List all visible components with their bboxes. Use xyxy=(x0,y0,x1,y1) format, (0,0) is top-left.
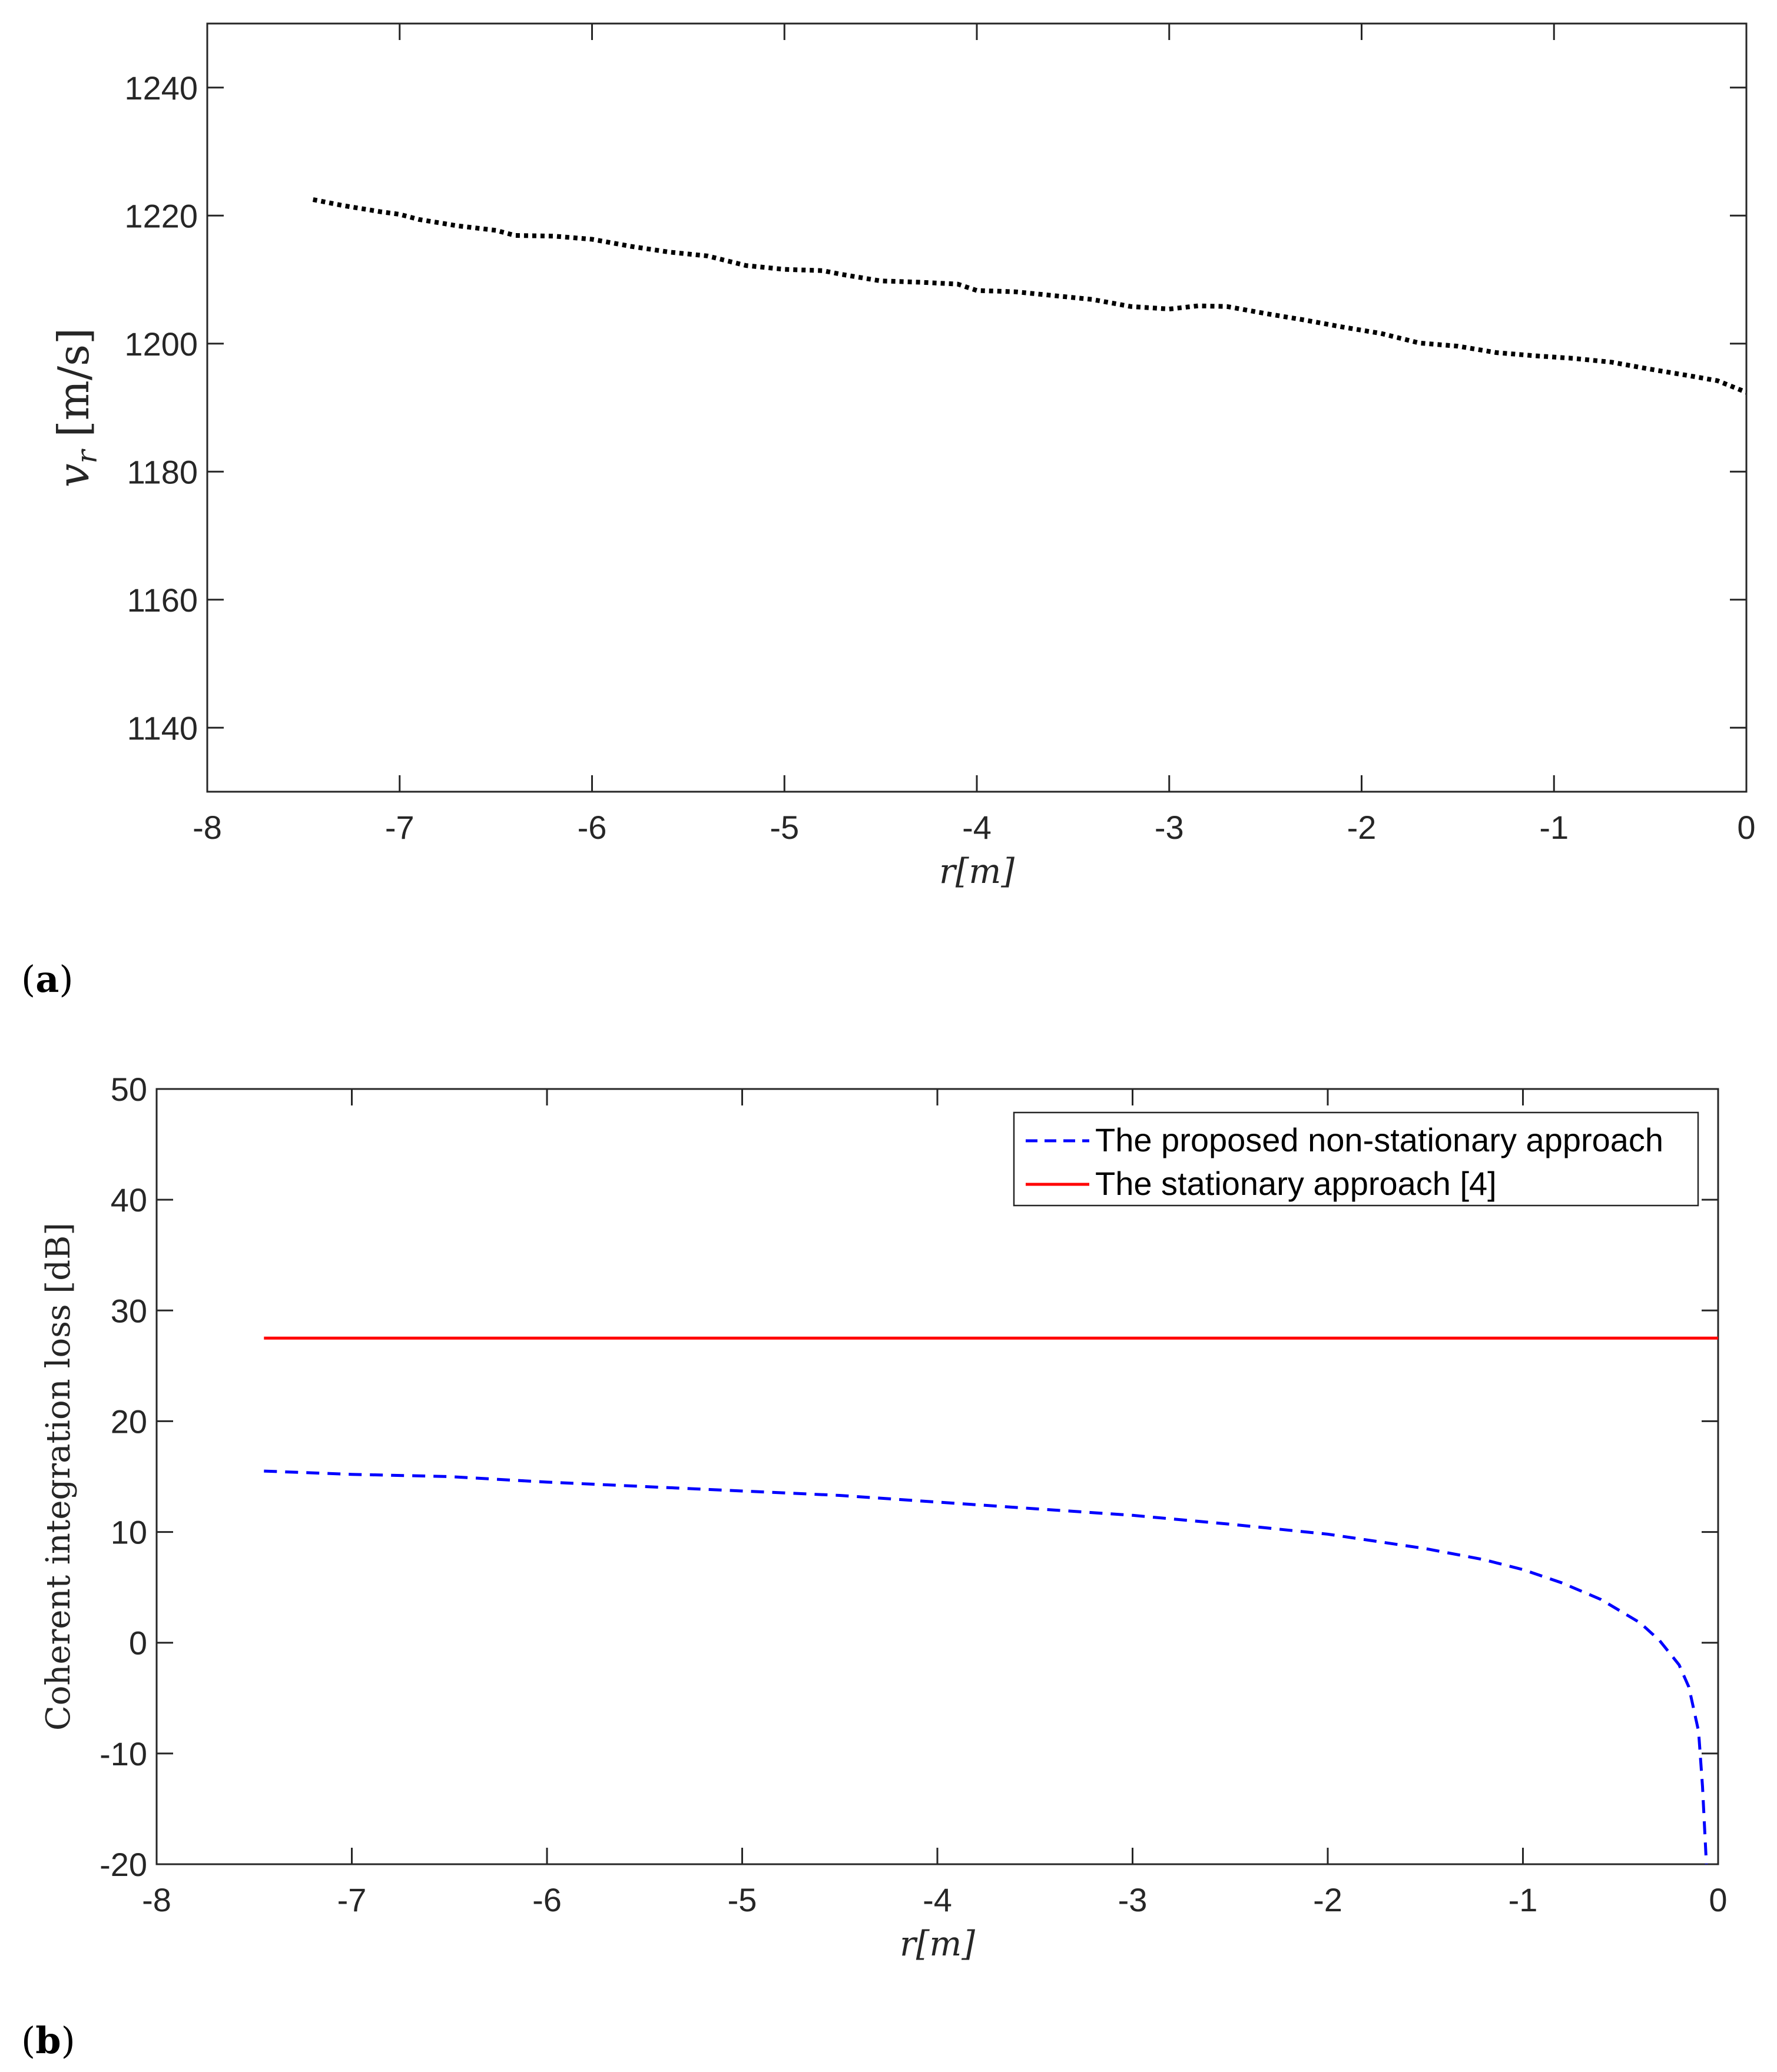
y-axis-label-b: Coherent integration loss [dB] xyxy=(39,1223,78,1731)
chart-a: -8 -7 -6 -5 -4 -3 -2 -1 0 1140 1160 1180 1200 1220 12… xyxy=(21,22,1756,1001)
x-tick-label: 0 xyxy=(1737,809,1755,846)
x-axis-label-a: r[m] xyxy=(939,851,1015,891)
x-tick-label: -6 xyxy=(578,809,607,846)
panel-label-a: (a) xyxy=(21,958,74,1001)
y-axis-a: 1140 1160 1180 1200 1220 1240 xyxy=(124,69,1746,746)
legend-label-stationary: The stationary approach [4] xyxy=(1095,1165,1497,1202)
panel-label-a-open: ( xyxy=(21,958,35,1001)
x-tick-label: -1 xyxy=(1509,1881,1538,1918)
y-tick-label: 1200 xyxy=(124,326,198,363)
y-tick-label: 10 xyxy=(111,1514,147,1551)
series-group-b xyxy=(264,1336,1718,1865)
x-axis-a: -8 -7 -6 -5 -4 -3 -2 -1 0 xyxy=(193,24,1756,846)
y-axis-label-a: vr [m/s] xyxy=(49,328,104,487)
x-tick-label: -6 xyxy=(532,1881,562,1918)
series-group-a xyxy=(312,197,1748,395)
y-axis-label-a-sub: r xyxy=(71,448,104,463)
x-tick-label: 0 xyxy=(1709,1881,1727,1918)
plot-area-a xyxy=(206,22,1748,793)
y-tick-label: 1140 xyxy=(127,709,198,746)
x-tick-label: -7 xyxy=(385,809,415,846)
x-tick-label: -7 xyxy=(337,1881,367,1918)
series-line-dashed xyxy=(264,1469,1708,1865)
panel-label-a-close: ) xyxy=(59,958,73,1001)
y-axis-b: -20 -10 0 10 20 30 40 50 xyxy=(100,1071,1718,1883)
legend-box xyxy=(1013,1111,1699,1207)
panel-label-b-letter: b xyxy=(35,2019,61,2062)
x-tick-label: -2 xyxy=(1313,1881,1342,1918)
x-tick-label: -1 xyxy=(1539,809,1569,846)
y-tick-label: 40 xyxy=(111,1181,147,1218)
x-tick-label: -3 xyxy=(1118,1881,1148,1918)
x-tick-label: -3 xyxy=(1155,809,1184,846)
panel-label-a-letter: a xyxy=(35,958,59,1001)
panel-label-b-open: ( xyxy=(21,2019,35,2062)
x-tick-label: -8 xyxy=(193,809,222,846)
x-tick-label: -5 xyxy=(728,1881,757,1918)
y-tick-label: 0 xyxy=(129,1625,147,1662)
series-line-dotted xyxy=(312,197,1748,395)
y-tick-label: 50 xyxy=(111,1071,147,1108)
x-tick-label: -2 xyxy=(1347,809,1377,846)
panel-label-b-close: ) xyxy=(61,2019,75,2062)
y-tick-label: -10 xyxy=(100,1735,147,1772)
y-tick-label: -20 xyxy=(100,1846,147,1883)
x-tick-label: -8 xyxy=(142,1881,171,1918)
y-tick-label: 1220 xyxy=(124,197,198,234)
x-axis-label-b: r[m] xyxy=(900,1924,975,1964)
legend-label-proposed: The proposed non-stationary approach xyxy=(1095,1121,1663,1158)
x-axis-b: -8 -7 -6 -5 -4 -3 -2 -1 0 xyxy=(142,1089,1728,1918)
legend: The proposed non-stationary approach The… xyxy=(1013,1111,1699,1207)
y-tick-label: 20 xyxy=(111,1403,147,1440)
y-axis-label-a-unit: [m/s] xyxy=(49,328,98,437)
x-tick-label: -4 xyxy=(962,809,992,846)
y-tick-label: 30 xyxy=(111,1292,147,1329)
y-tick-label: 1160 xyxy=(127,582,198,619)
panel-label-b: (b) xyxy=(21,2019,75,2062)
y-tick-label: 1180 xyxy=(127,453,198,490)
y-tick-label: 1240 xyxy=(124,69,198,107)
y-axis-label-a-var: v xyxy=(49,463,98,487)
x-tick-label: -4 xyxy=(923,1881,952,1918)
x-tick-label: -5 xyxy=(770,809,799,846)
